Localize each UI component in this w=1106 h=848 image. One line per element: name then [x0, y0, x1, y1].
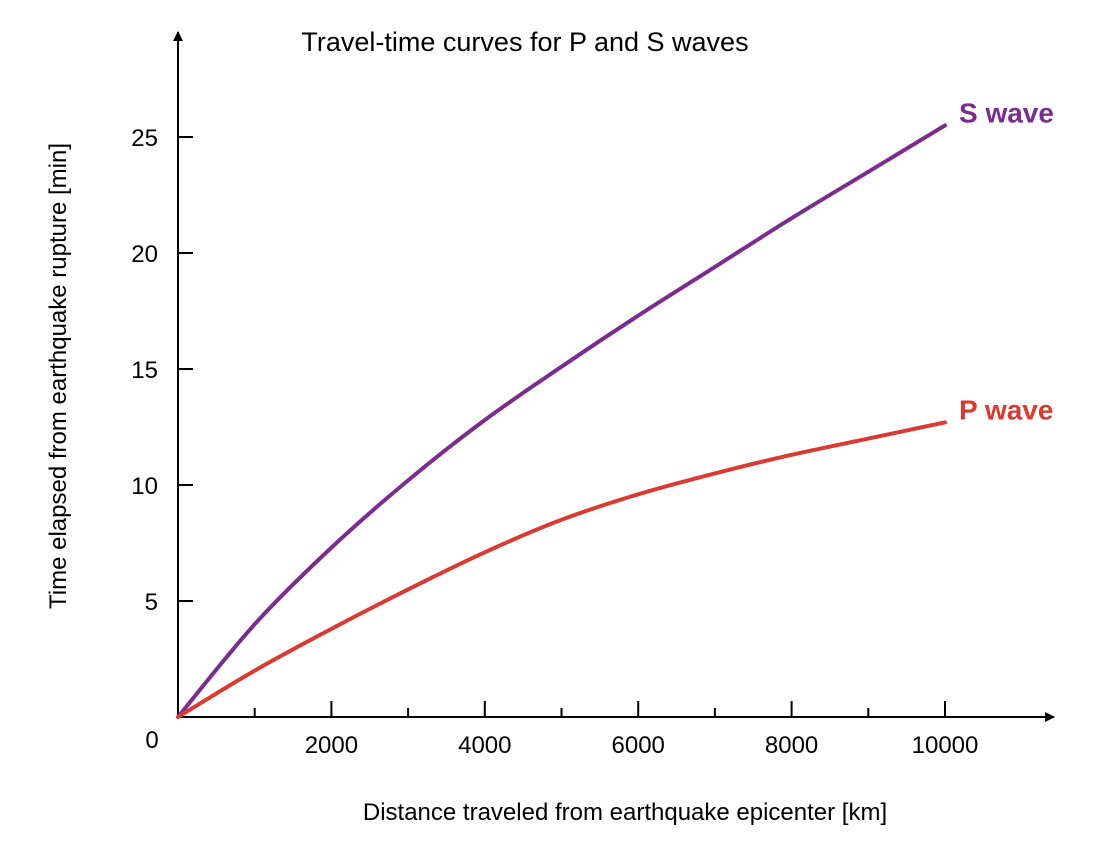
- x-axis-label: Distance traveled from earthquake epicen…: [363, 799, 887, 826]
- y-tick-label: 25: [131, 125, 158, 152]
- x-tick-label: 10000: [912, 732, 979, 759]
- chart-title: Travel-time curves for P and S waves: [301, 27, 748, 57]
- series-layer: S wave P wave: [176, 97, 1054, 719]
- s-wave-line: [176, 123, 947, 719]
- x-tick-label: 4000: [458, 732, 511, 759]
- s-wave-label: S wave: [959, 97, 1054, 128]
- p-wave-label: P wave: [959, 394, 1053, 425]
- y-tick-label: 10: [131, 473, 158, 500]
- origin-label: 0: [145, 727, 158, 754]
- y-tick-label: 5: [145, 589, 158, 616]
- p-wave-line: [176, 420, 947, 719]
- x-ticks: 2000 4000 6000 8000 10000: [253, 701, 979, 759]
- y-axis-label: Time elapsed from earthquake rupture [mi…: [45, 143, 72, 609]
- x-tick-label: 8000: [765, 732, 818, 759]
- x-tick-label: 2000: [305, 732, 358, 759]
- y-tick-label: 20: [131, 241, 158, 268]
- y-tick-label: 15: [131, 357, 158, 384]
- y-ticks: 5 10 15 20 25: [131, 125, 193, 616]
- x-tick-label: 6000: [612, 732, 665, 759]
